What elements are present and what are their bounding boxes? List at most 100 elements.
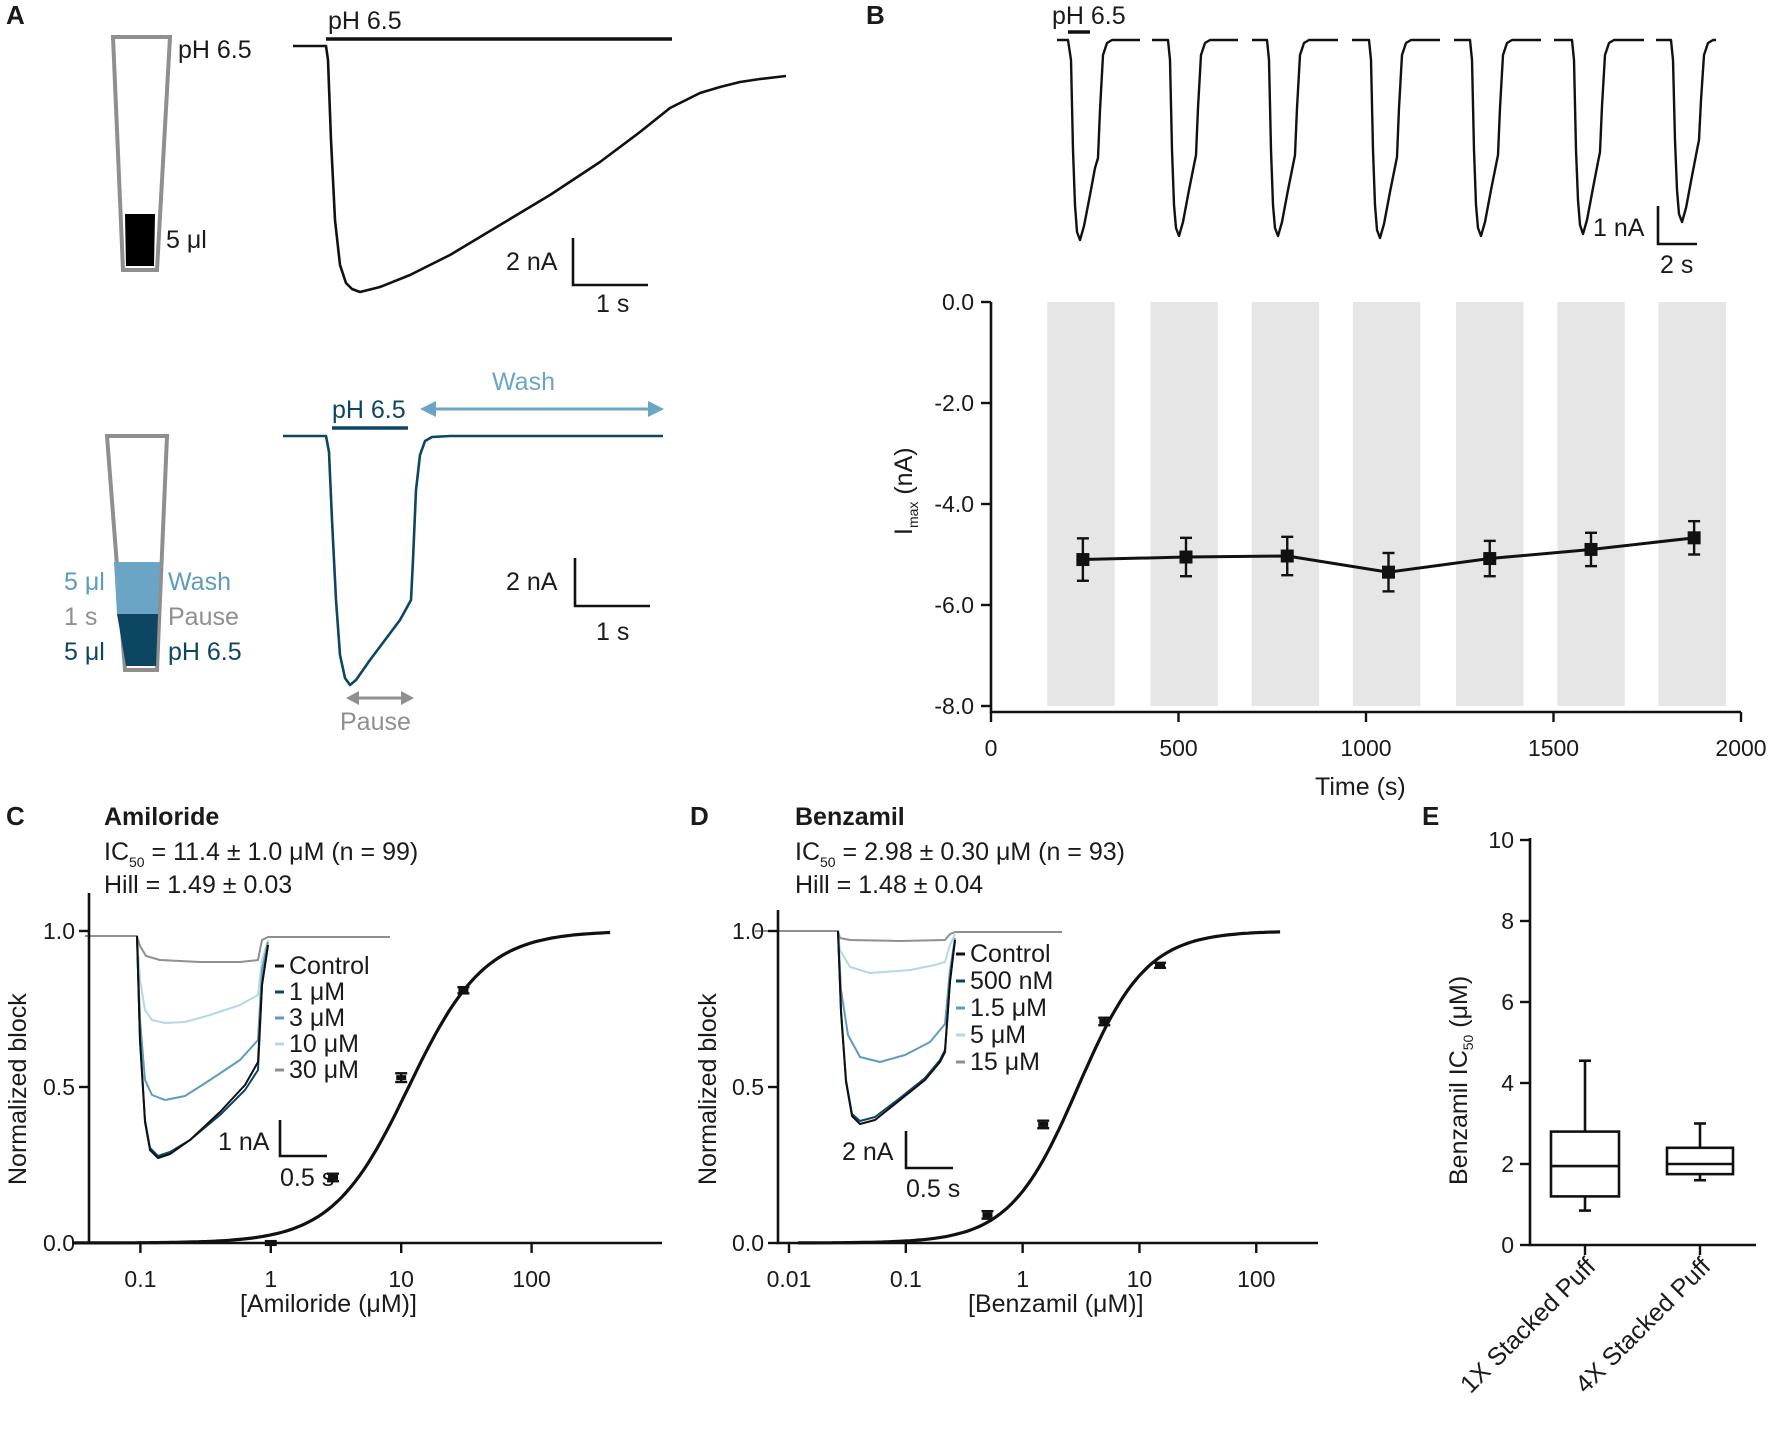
d-legend-label-3: 5 μM [970, 1021, 1026, 1049]
c-inset-trace-3uM [136, 935, 269, 1101]
d-inset-trace-500nM [837, 930, 956, 1122]
b-xtick-label-3: 1500 [1528, 735, 1579, 761]
b-ylabel: Imax (nA) [890, 447, 921, 535]
b-ytick-label-2: -4.0 [934, 491, 974, 517]
c-ytick-label-1: 0.5 [43, 1074, 75, 1100]
c-point-3 [458, 987, 469, 993]
scale-b-x: 2 s [1660, 251, 1693, 279]
c-inset-scale-y: 1 nA [218, 1128, 270, 1156]
c-xlabel: [Amiloride (μM)] [240, 1290, 417, 1318]
d-legend-label-2: 1.5 μM [970, 994, 1047, 1022]
c-ticks: 0.1 1 10 100 0.0 0.5 1.0 [43, 918, 551, 1292]
tube-bottom [104, 434, 170, 672]
e-ytick-label-4: 8 [1501, 908, 1514, 934]
b-point-6 [1687, 531, 1701, 545]
d-inset-trace-control [837, 930, 956, 1125]
panel-b: B pH 6.5 1 nA 2 s 0 500 1000 1500 2000 0.0 -2.… [866, 0, 1767, 801]
c-series [72, 930, 611, 1247]
d-legend-label-4: 15 μM [970, 1048, 1040, 1076]
tube-top-sample [125, 214, 155, 266]
d-inset-scale-x: 0.5 s [906, 1175, 960, 1203]
wash-label: Wash [492, 368, 555, 396]
scale-a-bottom-y: 2 nA [506, 568, 558, 596]
tube-bottom-row3-right: pH 6.5 [168, 638, 242, 666]
tube-top [110, 35, 173, 272]
e-ytick-label-2: 4 [1501, 1070, 1514, 1096]
d-xlabel: [Benzamil (μM)] [968, 1290, 1144, 1318]
c-point-1 [328, 1174, 339, 1180]
c-inset-scale [278, 1120, 327, 1158]
c-fit-curve [72, 930, 611, 1245]
c-legend-label-2: 3 μM [289, 1004, 345, 1032]
c-legend-label-0: Control [289, 952, 370, 980]
b-ytick-label-0: 0.0 [942, 289, 974, 315]
b-point-4 [1483, 552, 1497, 566]
e-ylabel: Benzamil IC50 (μM) [1445, 976, 1476, 1185]
b-shade-5 [1557, 302, 1625, 706]
d-hill: Hill = 1.48 ± 0.04 [795, 871, 983, 899]
panel-c: C Amiloride IC50 = 11.4 ± 1.0 μM (n = 99… [4, 801, 662, 1318]
b-shade-6 [1658, 302, 1726, 706]
c-hill: Hill = 1.49 ± 0.03 [104, 871, 292, 899]
tube-bottom-wash [114, 562, 160, 614]
d-legend-label-0: Control [970, 940, 1051, 968]
scale-a-top [571, 238, 648, 287]
b-shade-4 [1456, 302, 1524, 706]
panel-e-letter: E [1422, 801, 1439, 831]
tube-bottom-row1-left: 5 μl [64, 568, 105, 596]
d-inset-trace-5uM [837, 930, 956, 974]
b-xtick-label-4: 2000 [1715, 735, 1766, 761]
c-xtick-label-3: 100 [512, 1266, 550, 1292]
scale-a-top-y: 2 nA [506, 248, 558, 276]
e-ytick-label-3: 6 [1501, 989, 1514, 1015]
c-legend-label-3: 10 μM [289, 1030, 359, 1058]
d-xtick-label-4: 100 [1237, 1266, 1275, 1292]
c-axes [87, 893, 662, 1245]
d-inset-scale [904, 1131, 953, 1170]
e-ytick-label-5: 10 [1488, 827, 1514, 853]
b-shaded-intervals [1047, 302, 1726, 706]
scale-b [1656, 206, 1697, 246]
b-xlabel: Time (s) [1315, 773, 1406, 801]
c-ylabel: Normalized block [4, 993, 32, 1185]
b-xtick-label-0: 0 [985, 735, 998, 761]
c-inset-trace-control [136, 935, 269, 1159]
d-fit-curve [798, 930, 1281, 1245]
d-point-1 [1038, 1121, 1049, 1127]
c-ytick-label-0: 0.0 [43, 1230, 75, 1256]
d-point-3 [1155, 962, 1166, 968]
bar-b-label: pH 6.5 [1052, 2, 1126, 30]
b-point-2 [1280, 549, 1294, 563]
c-inset-trace-10uM [136, 935, 269, 1024]
scale-a-bottom-x: 1 s [596, 618, 629, 646]
d-point-0 [982, 1212, 993, 1218]
panel-c-letter: C [6, 801, 25, 831]
c-inset-trace-30uM [85, 935, 390, 963]
e-ytick-label-0: 0 [1501, 1232, 1514, 1258]
tube-bottom-row3-left: 5 μl [64, 638, 105, 666]
trace-b [1057, 38, 1716, 242]
d-legend-label-1: 500 nM [970, 967, 1053, 995]
c-ytick-label-2: 1.0 [43, 918, 75, 944]
b-point-3 [1382, 565, 1395, 579]
c-legend-label-4: 30 μM [289, 1056, 359, 1084]
c-ic50: IC50 = 11.4 ± 1.0 μM (n = 99) [104, 838, 418, 870]
d-ic50: IC50 = 2.98 ± 0.30 μM (n = 93) [795, 838, 1125, 870]
d-inset-trace-1-5uM [837, 930, 956, 1063]
d-compound: Benzamil [795, 803, 905, 831]
d-xtick-label-0: 0.01 [767, 1266, 812, 1292]
bar-a-bottom-label: pH 6.5 [332, 396, 406, 424]
c-xtick-label-1: 1 [264, 1266, 277, 1292]
scale-b-y: 1 nA [1593, 214, 1645, 242]
d-ytick-label-1: 0.5 [732, 1074, 764, 1100]
c-inset-scale-x: 0.5 s [280, 1164, 334, 1192]
d-point-2 [1099, 1018, 1110, 1024]
d-inset-scale-y: 2 nA [842, 1138, 894, 1166]
d-ytick-label-2: 1.0 [732, 918, 764, 944]
trace-a-bottom [283, 434, 663, 687]
d-ticks: 0.01 0.1 1 10 100 0.0 0.5 1.0 [732, 918, 1275, 1292]
